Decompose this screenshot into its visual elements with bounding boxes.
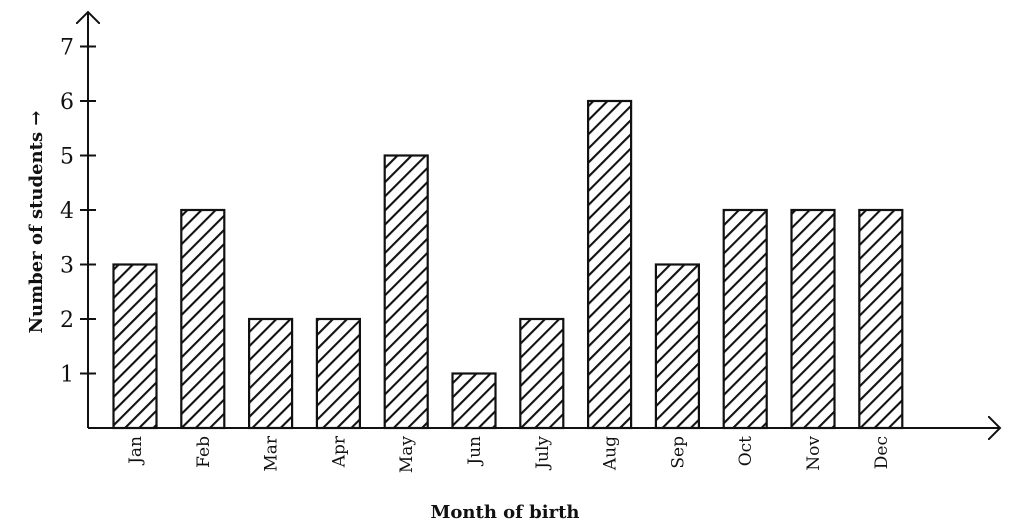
x-tick-label: July	[533, 436, 553, 471]
bar-jan	[112, 263, 158, 430]
bar-sep	[654, 263, 701, 430]
y-tick-label: 5	[60, 145, 74, 170]
y-tick-label: 4	[60, 199, 74, 224]
x-tick-label: Aug	[601, 436, 621, 471]
bar-dec	[858, 208, 904, 430]
y-axis-ticks: 1 2 3 4 5 6 7	[60, 36, 96, 388]
bar-oct	[722, 208, 768, 430]
y-axis-title: Number of students →	[26, 111, 47, 334]
x-tick-label: Sep	[668, 436, 688, 469]
x-axis-title: Month of birth	[430, 502, 579, 523]
x-tick-label: Jun	[465, 436, 485, 467]
bar-feb	[180, 208, 226, 430]
bar-july	[519, 317, 565, 430]
bar-mar	[248, 317, 294, 430]
x-tick-label: Apr	[329, 435, 349, 468]
y-tick-label: 1	[60, 363, 74, 388]
x-tick-label: Jan	[126, 436, 146, 466]
bar-may	[383, 154, 429, 430]
y-tick-label: 7	[60, 36, 74, 61]
y-tick-label: 6	[60, 90, 74, 115]
x-tick-label: Mar	[262, 435, 282, 472]
x-axis-labels: Jan Feb Mar Apr May Jun July Aug Sep Oct Nov Dec	[126, 435, 892, 473]
x-tick-label: Dec	[872, 436, 892, 469]
bars-group	[112, 99, 904, 430]
y-tick-label: 2	[60, 308, 74, 333]
bar-nov	[790, 208, 836, 430]
bar-aug	[586, 99, 633, 430]
x-tick-label: May	[397, 436, 417, 474]
y-tick-label: 3	[60, 254, 74, 279]
x-tick-label: Oct	[736, 436, 756, 466]
bar-jun	[451, 372, 497, 430]
x-tick-label: Nov	[804, 436, 824, 471]
bar-apr	[315, 317, 361, 430]
x-tick-label: Feb	[194, 436, 214, 468]
